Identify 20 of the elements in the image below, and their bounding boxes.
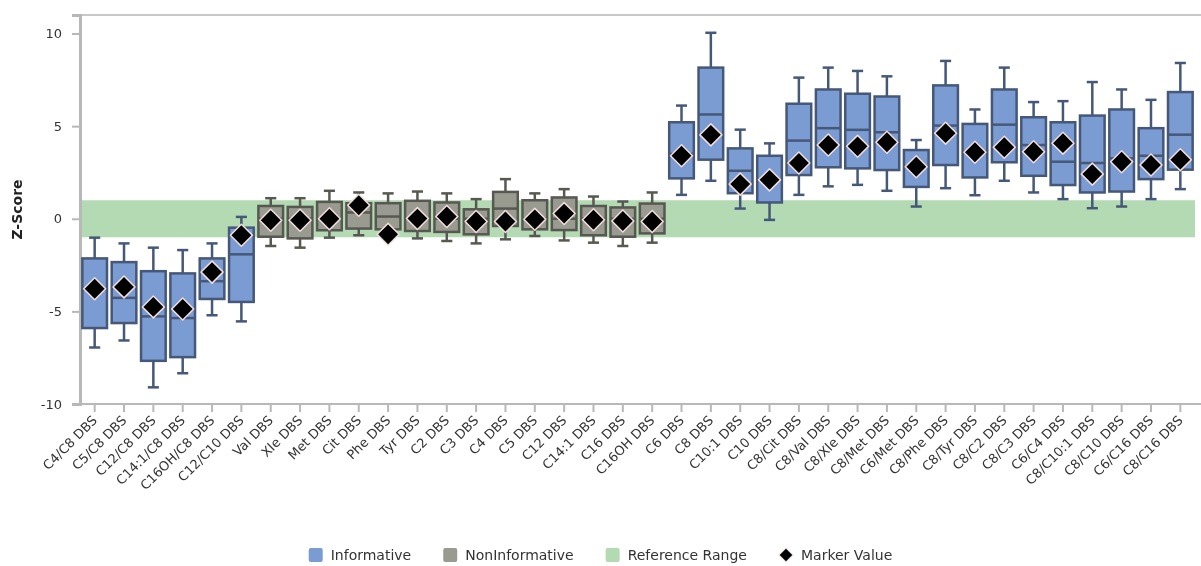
y-tick-label: 10: [45, 26, 62, 42]
y-axis-title: Z-Score: [9, 179, 25, 240]
point: [1168, 147, 1193, 172]
legend-label: Marker Value: [800, 546, 893, 563]
point: [787, 151, 811, 175]
point: [376, 222, 400, 247]
y-tick-label: 5: [53, 118, 62, 134]
legend-label: Informative: [330, 546, 412, 563]
point: [845, 134, 870, 159]
point: [728, 172, 752, 196]
point: [816, 133, 840, 157]
point: [229, 223, 254, 247]
y-tick-label: 0: [53, 211, 62, 227]
y-tick-label: -5: [49, 304, 62, 320]
point: [1080, 162, 1105, 186]
point: [699, 123, 723, 147]
legend-label: NonInformative: [465, 546, 574, 563]
legend-label: Reference Range: [627, 546, 747, 563]
point: [992, 135, 1017, 160]
y-tick-label: -10: [40, 396, 62, 412]
